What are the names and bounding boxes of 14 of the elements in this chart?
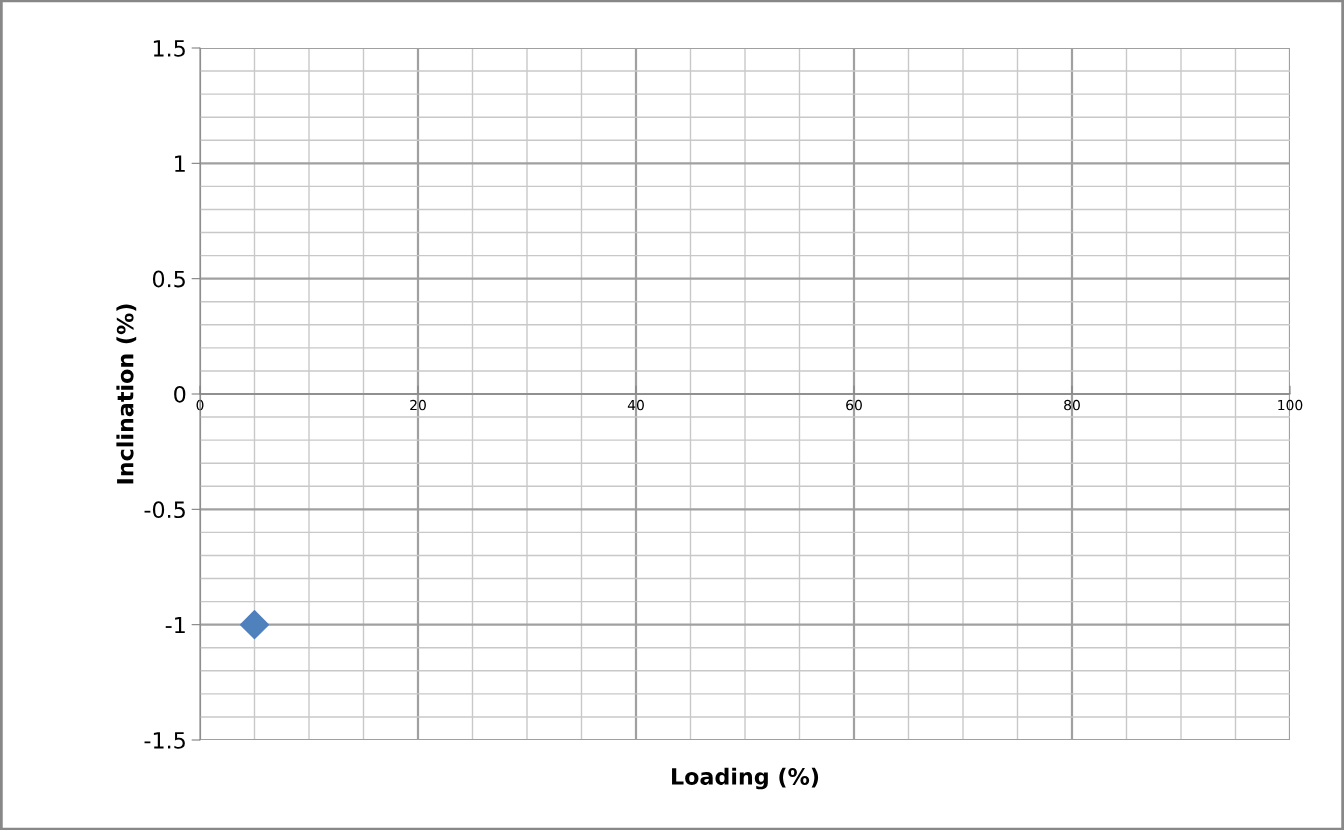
x-tick-label: 100 [1278,399,1303,411]
x-tick-label: 0 [196,399,204,411]
x-tick-label: 40 [627,399,644,411]
x-tick-label: 20 [410,399,426,411]
y-axis-title: Inclination (%) [116,304,137,484]
y-tick-label: -0.5 [144,501,185,519]
y-tick-label: -1.5 [144,732,185,749]
x-axis-title: Loading (%) [672,767,819,790]
x-tick-label: 80 [1064,399,1080,411]
y-tick-label: 1.5 [153,40,185,57]
y-tick-label: 1 [175,155,185,172]
y-tick-label: 0.5 [152,270,185,288]
y-tick-label: -1 [165,616,185,634]
x-tick-label: 60 [846,399,862,411]
